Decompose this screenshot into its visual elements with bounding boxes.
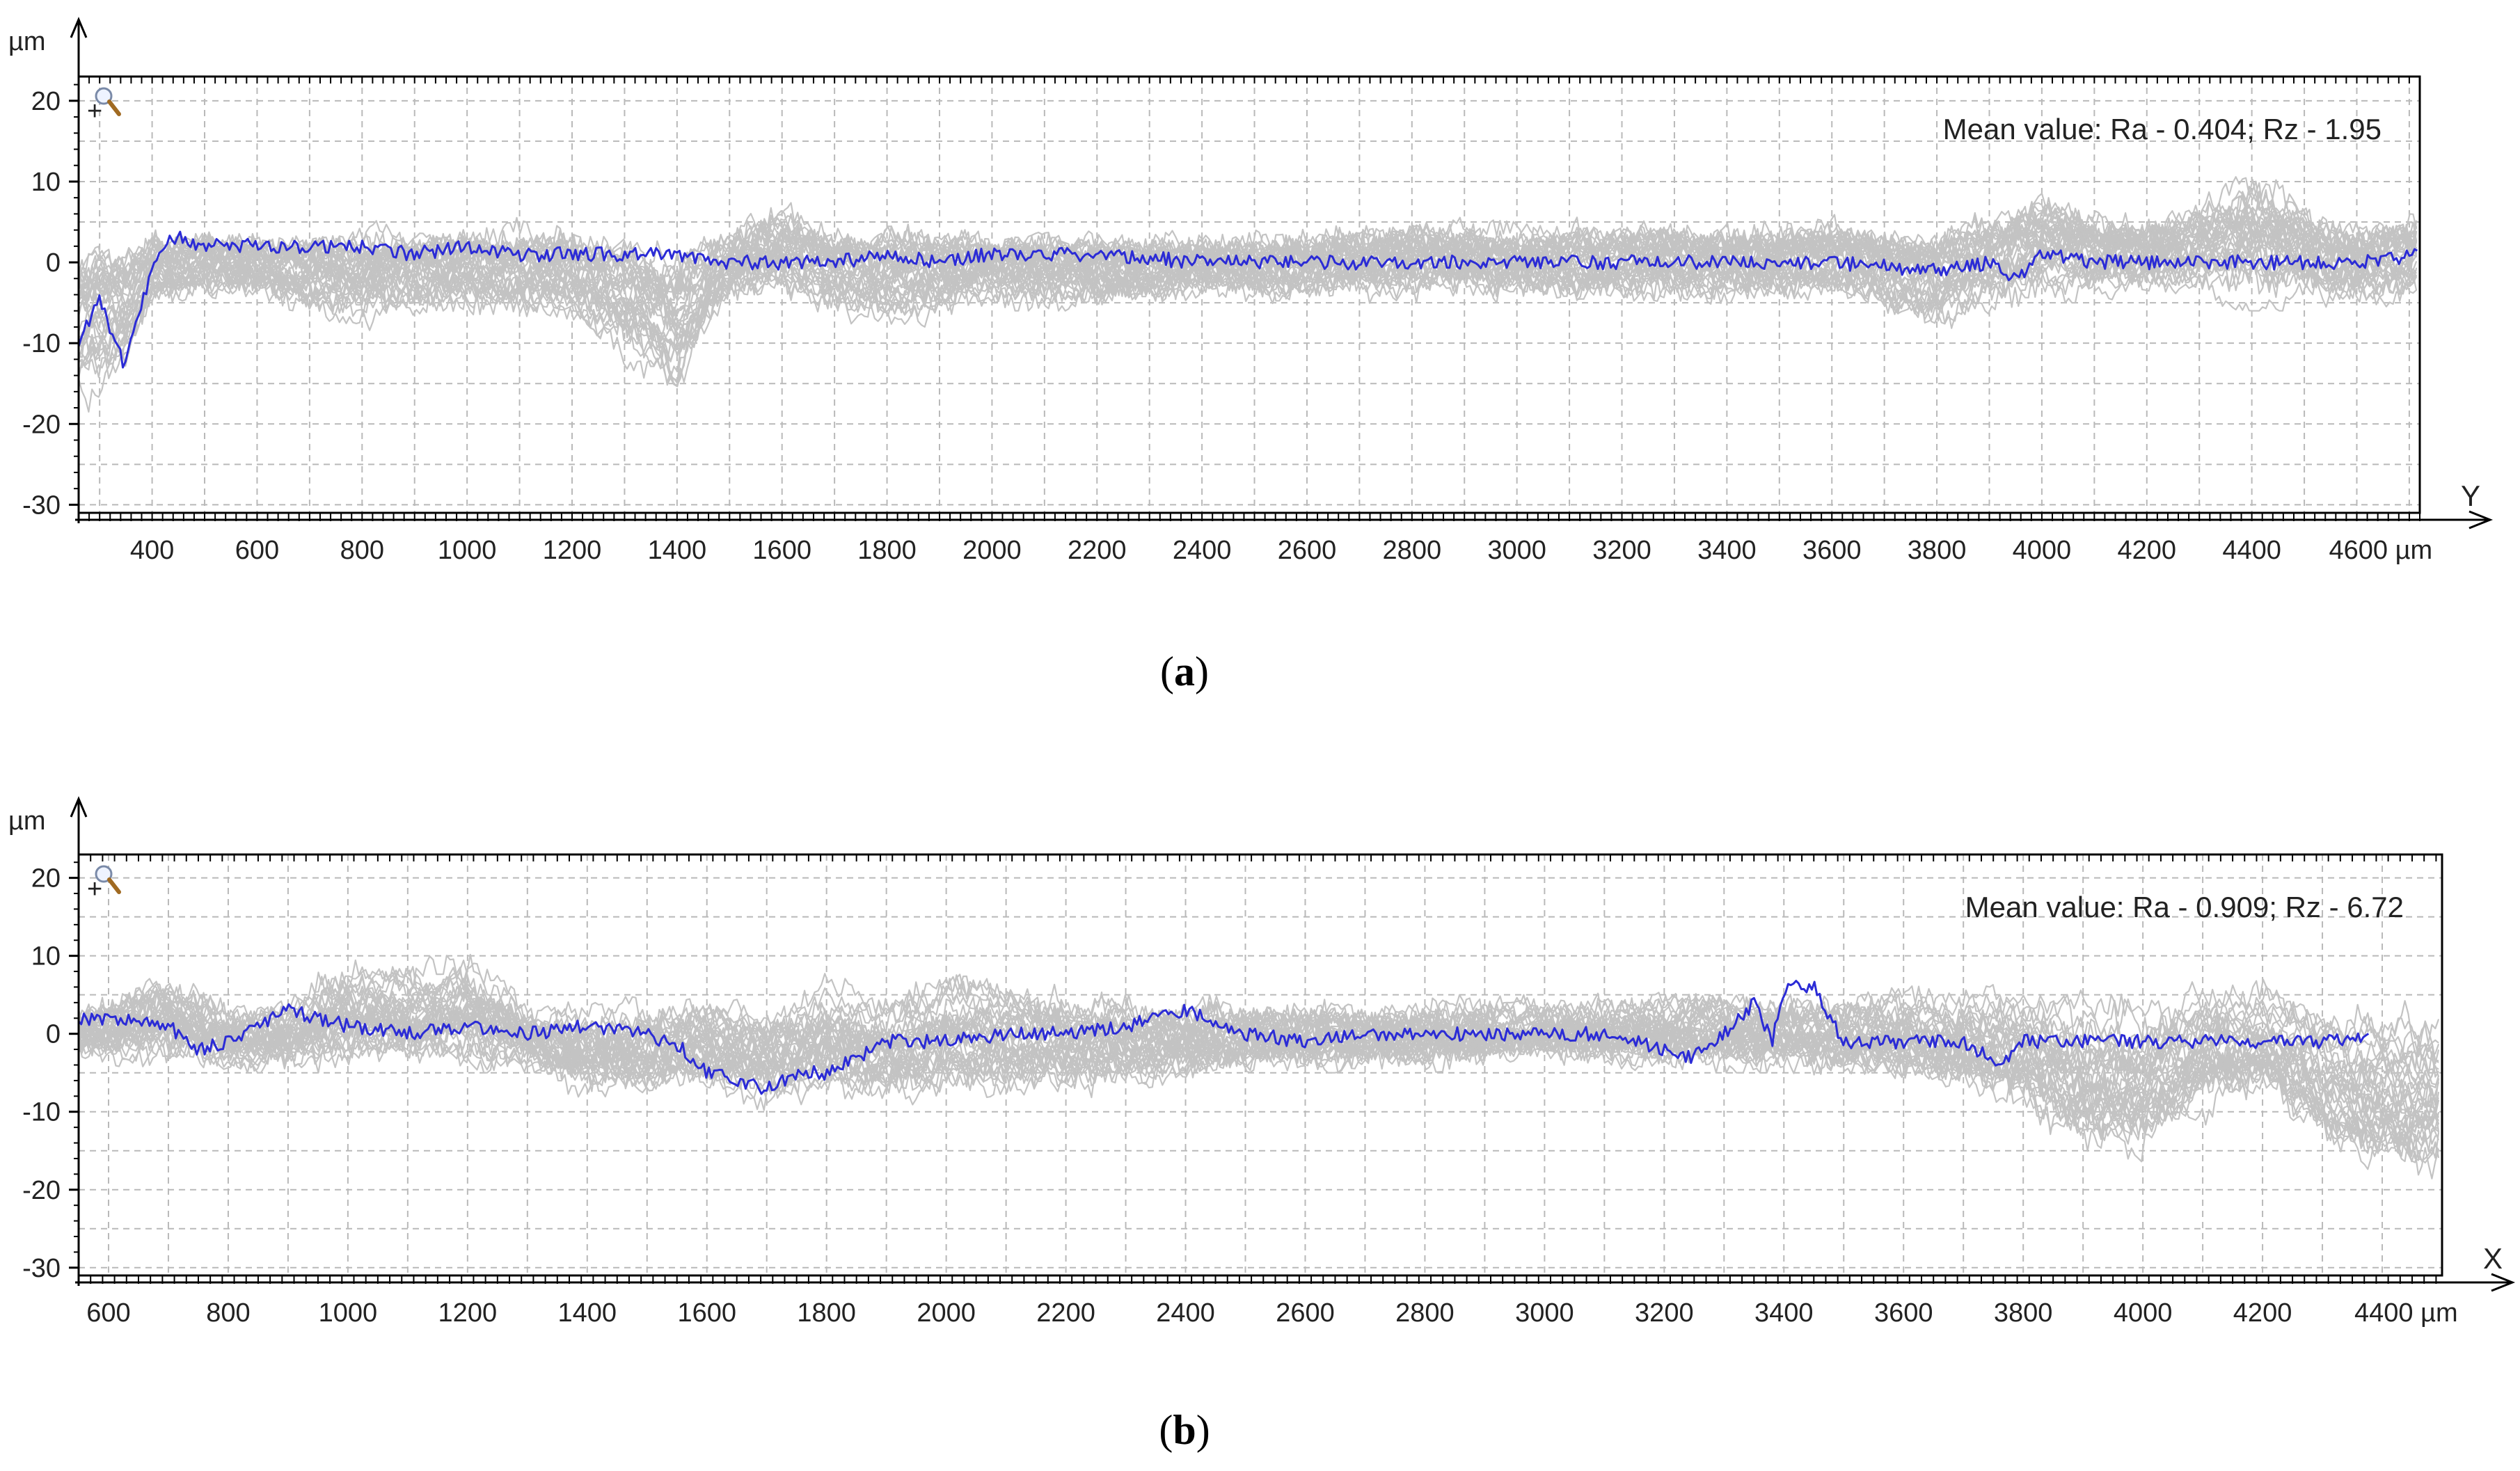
x-tick-label: 2400 bbox=[1156, 1298, 1215, 1328]
grey-profile-trace bbox=[79, 955, 2440, 1074]
figure-caption-b: (b) bbox=[1159, 1407, 1210, 1453]
x-tick-label: 2000 bbox=[962, 536, 1022, 565]
y-tick-label: 20 bbox=[31, 87, 61, 116]
x-tick-label: 3600 bbox=[1874, 1298, 1933, 1328]
x-tick-label: 3400 bbox=[1754, 1298, 1814, 1328]
y-tick-label: -10 bbox=[22, 329, 61, 358]
x-axis-name: Y bbox=[2461, 479, 2480, 512]
zoom-plus-sign: + bbox=[87, 875, 102, 904]
x-tick-label: 3000 bbox=[1487, 536, 1546, 565]
y-unit-label: µm bbox=[8, 806, 46, 836]
x-tick-label: 1000 bbox=[319, 1298, 378, 1328]
x-tick-label: 3200 bbox=[1635, 1298, 1694, 1328]
y-tick-label: 20 bbox=[31, 864, 61, 893]
zoom-handle bbox=[107, 877, 121, 894]
zoom-lens bbox=[95, 865, 113, 883]
x-axis-arrow bbox=[2469, 510, 2494, 530]
grey-profile-traces bbox=[79, 176, 2418, 413]
chart-panel-b: µm X 20 10 0 -10 -20 -30 600 800 1000 1200 1400 1600 1… bbox=[8, 796, 2516, 1453]
mean-value-annotation: Mean value: Ra - 0.404; Rz - 1.95 bbox=[1943, 113, 2382, 145]
x-tick-label: 4000 bbox=[2013, 536, 2072, 565]
x-axis-arrow bbox=[2491, 1273, 2516, 1292]
zoom-plus-sign: + bbox=[87, 97, 102, 126]
x-tick-label: 1000 bbox=[438, 536, 497, 565]
x-axis-name: X bbox=[2483, 1242, 2503, 1275]
y-axis-arrow bbox=[70, 17, 88, 38]
x-tick-label: 800 bbox=[340, 536, 384, 565]
y-tick-label: -30 bbox=[22, 1254, 61, 1283]
y-tick-label: -20 bbox=[22, 410, 61, 439]
x-tick-label: 3000 bbox=[1515, 1298, 1574, 1328]
zoom-handle bbox=[107, 100, 121, 116]
y-tick-label: -20 bbox=[22, 1176, 61, 1205]
grey-profile-trace bbox=[79, 218, 2418, 363]
zoom-magnifier-icon: + bbox=[87, 87, 121, 126]
x-tick-label: 4200 bbox=[2118, 536, 2177, 565]
y-tick-label: -10 bbox=[22, 1098, 61, 1127]
grey-profile-trace bbox=[79, 989, 2439, 1093]
x-tick-label: 1600 bbox=[752, 536, 811, 565]
mean-profile-line bbox=[79, 980, 2370, 1095]
x-tick-label: 4200 bbox=[2233, 1298, 2292, 1328]
grey-profile-trace bbox=[79, 1010, 2440, 1151]
grey-profile-trace bbox=[79, 989, 2439, 1108]
x-tick-label: 2200 bbox=[1068, 536, 1127, 565]
x-tick-label: 4600 µm bbox=[2329, 536, 2432, 565]
x-tick-label: 3800 bbox=[1994, 1298, 2053, 1328]
x-tick-label: 4400 bbox=[2222, 536, 2281, 565]
y-tick-label: 0 bbox=[46, 1020, 61, 1049]
y-tick-label: -30 bbox=[22, 491, 61, 520]
x-tick-label: 2600 bbox=[1278, 536, 1337, 565]
x-tick-label: 3200 bbox=[1592, 536, 1651, 565]
x-tick-label: 2800 bbox=[1383, 536, 1442, 565]
grey-profile-trace bbox=[79, 256, 2417, 388]
grey-profile-trace bbox=[79, 1003, 2439, 1143]
x-tick-label: 1600 bbox=[677, 1298, 736, 1328]
mean-value-annotation: Mean value: Ra - 0.909; Rz - 6.72 bbox=[1965, 891, 2404, 923]
x-tick-label: 400 bbox=[130, 536, 174, 565]
y-tick-label: 10 bbox=[31, 942, 61, 971]
x-tick-label: 2800 bbox=[1395, 1298, 1455, 1328]
x-tick-label: 1200 bbox=[543, 536, 602, 565]
x-tick-label: 4000 bbox=[2114, 1298, 2173, 1328]
y-tick-label: 10 bbox=[31, 168, 61, 197]
grey-profile-trace bbox=[79, 995, 2440, 1103]
x-tick-label: 1800 bbox=[857, 536, 917, 565]
grey-profile-trace bbox=[79, 245, 2418, 368]
y-unit-label: µm bbox=[8, 27, 46, 56]
x-tick-label: 600 bbox=[235, 536, 279, 565]
x-tick-label: 2200 bbox=[1036, 1298, 1095, 1328]
zoom-magnifier-icon: + bbox=[87, 865, 121, 904]
x-tick-label: 1400 bbox=[558, 1298, 617, 1328]
grey-profile-traces bbox=[79, 953, 2440, 1179]
x-tick-label: 2400 bbox=[1173, 536, 1232, 565]
x-tick-label: 3600 bbox=[1802, 536, 1862, 565]
x-tick-label: 3800 bbox=[1908, 536, 1967, 565]
zoom-lens bbox=[95, 87, 113, 105]
grey-profile-trace bbox=[79, 179, 2418, 305]
y-tick-label: 0 bbox=[46, 248, 61, 278]
y-axis-arrow bbox=[70, 796, 88, 818]
x-tick-label: 2000 bbox=[917, 1298, 976, 1328]
x-tick-label: 2600 bbox=[1276, 1298, 1335, 1328]
chart-panel-a: µm Y 20 10 0 -10 -20 -30 400 600 800 1000 1200 1400 16… bbox=[8, 17, 2494, 694]
x-tick-label: 3400 bbox=[1697, 536, 1757, 565]
gridlines bbox=[79, 77, 2420, 513]
x-tick-label: 600 bbox=[86, 1298, 130, 1328]
x-tick-label: 1200 bbox=[438, 1298, 498, 1328]
figure-caption-a: (a) bbox=[1160, 649, 1209, 694]
mean-profile-line bbox=[79, 230, 2418, 369]
x-tick-label: 1400 bbox=[648, 536, 707, 565]
x-tick-label: 1800 bbox=[797, 1298, 856, 1328]
x-tick-label: 800 bbox=[206, 1298, 250, 1328]
x-tick-label: 4400 µm bbox=[2354, 1298, 2458, 1328]
